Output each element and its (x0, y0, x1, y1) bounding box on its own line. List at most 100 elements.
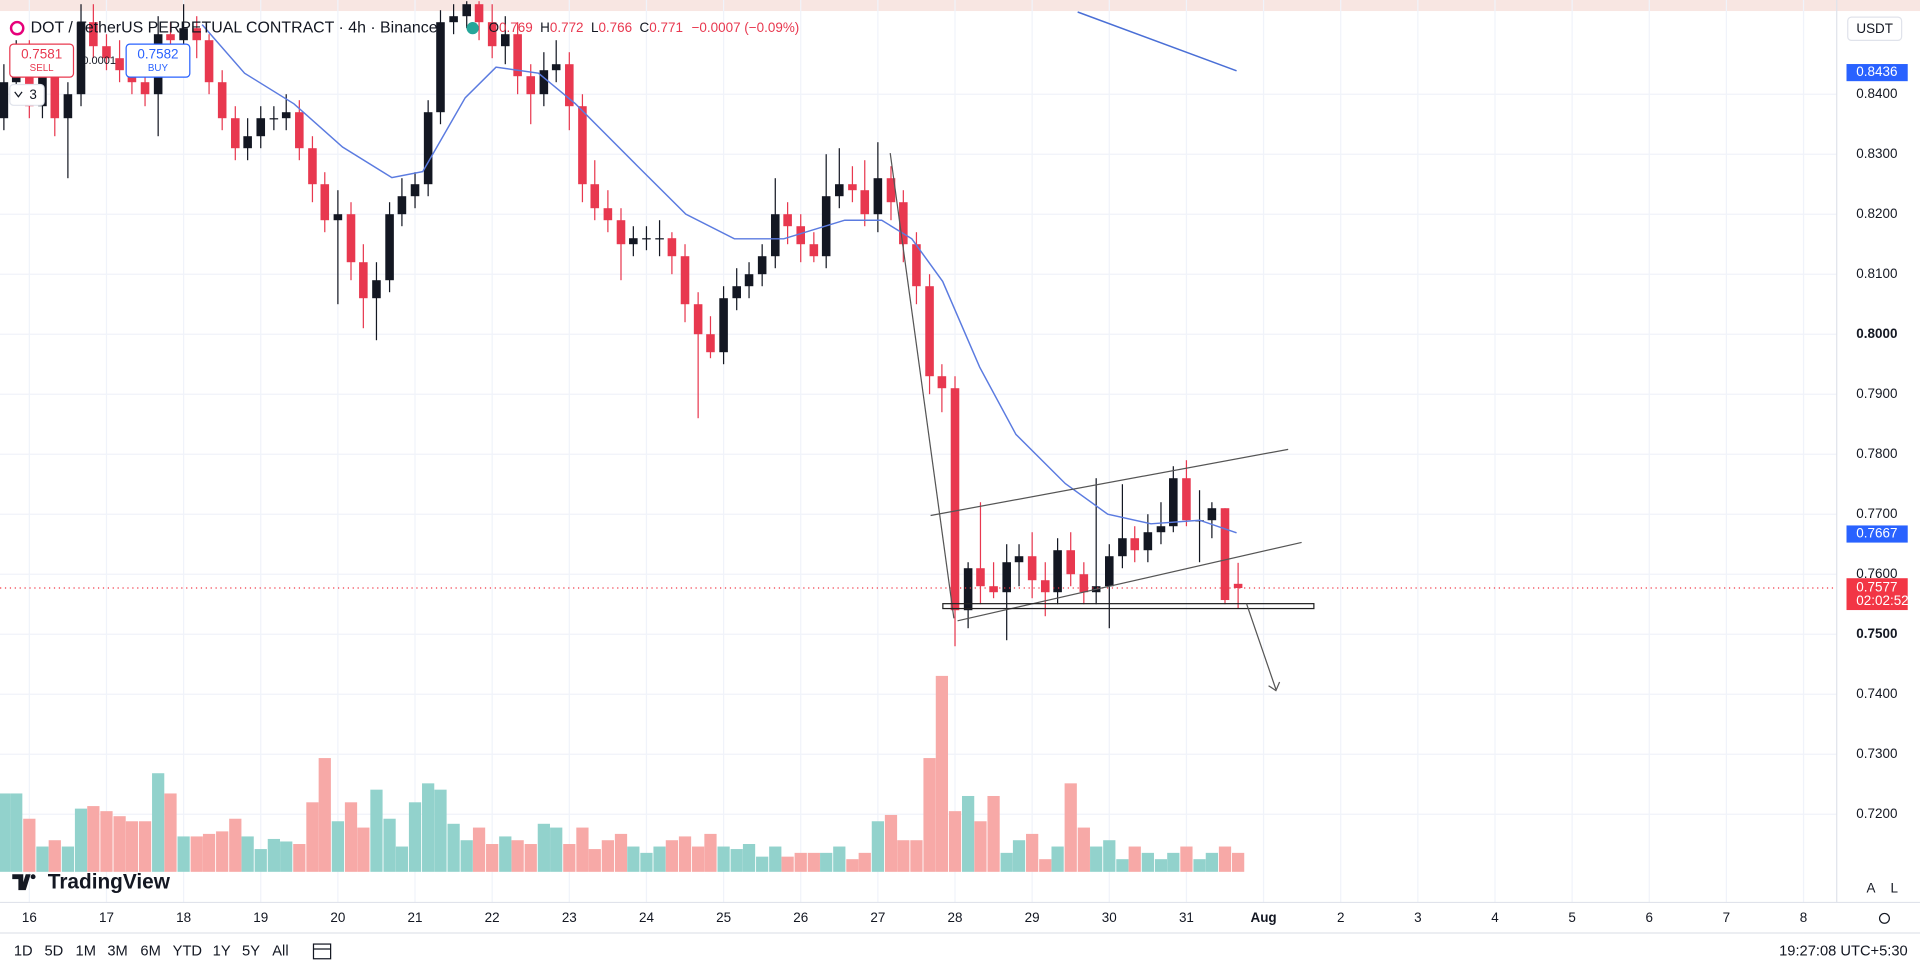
currency[interactable]: USDT (1856, 21, 1893, 36)
x-tick-label: 16 (22, 910, 37, 925)
x-tick-label: 17 (99, 910, 114, 925)
candle-body (474, 4, 484, 23)
range-button[interactable]: 6M (140, 943, 160, 959)
candle-body (603, 208, 613, 221)
x-tick-label: 31 (1179, 910, 1194, 925)
scale-buttons[interactable]: A L (1867, 881, 1899, 896)
x-tick-label: 23 (562, 910, 577, 925)
moving-average (201, 24, 1237, 534)
chevron[interactable] (14, 91, 23, 98)
logo: TradingView (12, 870, 171, 893)
buy-button[interactable]: 0.7582 BUY (125, 43, 191, 78)
volume-bar (948, 811, 962, 872)
candle-body (950, 388, 960, 611)
range-button[interactable]: 5Y (242, 943, 260, 959)
candle-body (500, 34, 510, 47)
candle-body (1079, 574, 1089, 593)
logo-dot (30, 874, 36, 880)
range-button[interactable]: 3M (107, 943, 127, 959)
x-tick-label: 25 (716, 910, 731, 925)
indicator-box[interactable] (9, 83, 45, 106)
buy-label[interactable]: BUY (148, 63, 169, 74)
sell-price[interactable]: 0.7581 (21, 47, 62, 62)
candle-body (1143, 532, 1153, 551)
candle-body (578, 106, 587, 185)
logo-text: TradingView (48, 870, 171, 893)
settings-icon[interactable] (1878, 912, 1890, 924)
volume-bar (447, 823, 460, 872)
volume-bar (190, 836, 203, 872)
range-button[interactable]: 5D (45, 943, 64, 959)
volume-bar (1000, 852, 1013, 872)
calendar-frame[interactable] (312, 943, 332, 960)
buy-price[interactable]: 0.7582 (137, 47, 178, 62)
volume-bar (601, 840, 615, 872)
volume-bar (820, 852, 833, 872)
y-tick-label: 0.7900 (1856, 386, 1897, 401)
calendar-icon[interactable] (312, 943, 332, 960)
range-button[interactable]: 1M (76, 943, 96, 959)
candle-body (783, 214, 792, 227)
x-tick-label: 5 (1568, 910, 1575, 925)
status-dot (466, 22, 479, 35)
drawings (889, 152, 1315, 692)
volume-bar (74, 808, 88, 872)
volume-bar (370, 789, 383, 872)
candle-body (1066, 550, 1076, 575)
volume-bar (742, 844, 756, 872)
change: −0.0007 (−0.09%) (692, 20, 800, 35)
volume-bar (1116, 859, 1129, 872)
candle-body (89, 22, 98, 47)
y-tick-label: 0.7300 (1856, 746, 1897, 761)
y-tick-label: 0.7700 (1856, 506, 1897, 521)
range-button[interactable]: 1D (14, 943, 33, 959)
x-tick-label: 29 (1025, 910, 1040, 925)
x-tick-label: 21 (408, 910, 423, 925)
candle-body (1105, 556, 1114, 587)
candle-body (1130, 538, 1140, 551)
sell-label[interactable]: SELL (30, 63, 54, 74)
indicator-toggle[interactable]: 3 (9, 83, 45, 106)
y-tick-label: 0.7200 (1856, 806, 1897, 821)
x-tick-label: 3 (1414, 910, 1421, 925)
candle-body (76, 22, 86, 95)
currency-button[interactable]: USDT (1847, 16, 1903, 42)
volume-bar (910, 840, 923, 872)
trend-line (889, 152, 955, 619)
volume-bar (537, 823, 550, 872)
price-label: 0.7577 (1856, 580, 1897, 595)
volume-bar (293, 844, 306, 872)
candle-body (115, 58, 124, 71)
volume-bar (61, 846, 75, 872)
currency-box[interactable] (1847, 16, 1903, 42)
volume-bar (125, 821, 139, 872)
indicator-count[interactable]: 3 (29, 87, 36, 102)
candle-body (873, 178, 883, 215)
volume-bar (241, 836, 254, 872)
scale-log[interactable]: L (1891, 881, 1899, 896)
sell-box[interactable] (9, 43, 75, 78)
candle-body (1053, 550, 1062, 593)
range-button[interactable]: 1Y (213, 943, 231, 959)
volume-bar (627, 846, 640, 872)
range-button[interactable]: YTD (173, 943, 202, 959)
volume-bar (794, 852, 807, 872)
candle-body (423, 112, 433, 185)
volume-bar (152, 773, 165, 872)
volume-bar (164, 793, 177, 872)
volume-bar (357, 827, 370, 872)
scale-auto[interactable]: A (1867, 881, 1876, 896)
ohlc-label: H (540, 20, 550, 35)
sell-button[interactable]: 0.7581 SELL (9, 43, 75, 78)
volume-bar (935, 675, 949, 872)
volume-bar (614, 833, 628, 872)
buy-box[interactable] (125, 43, 191, 78)
volume-bar (486, 844, 499, 872)
range-button[interactable]: All (272, 943, 288, 959)
price-label-box (1846, 525, 1908, 543)
candle-body (989, 586, 998, 593)
volume-bar (653, 846, 666, 872)
x-tick-label: 2 (1337, 910, 1344, 925)
volume-bar (678, 836, 692, 872)
top-banner (0, 0, 1920, 12)
